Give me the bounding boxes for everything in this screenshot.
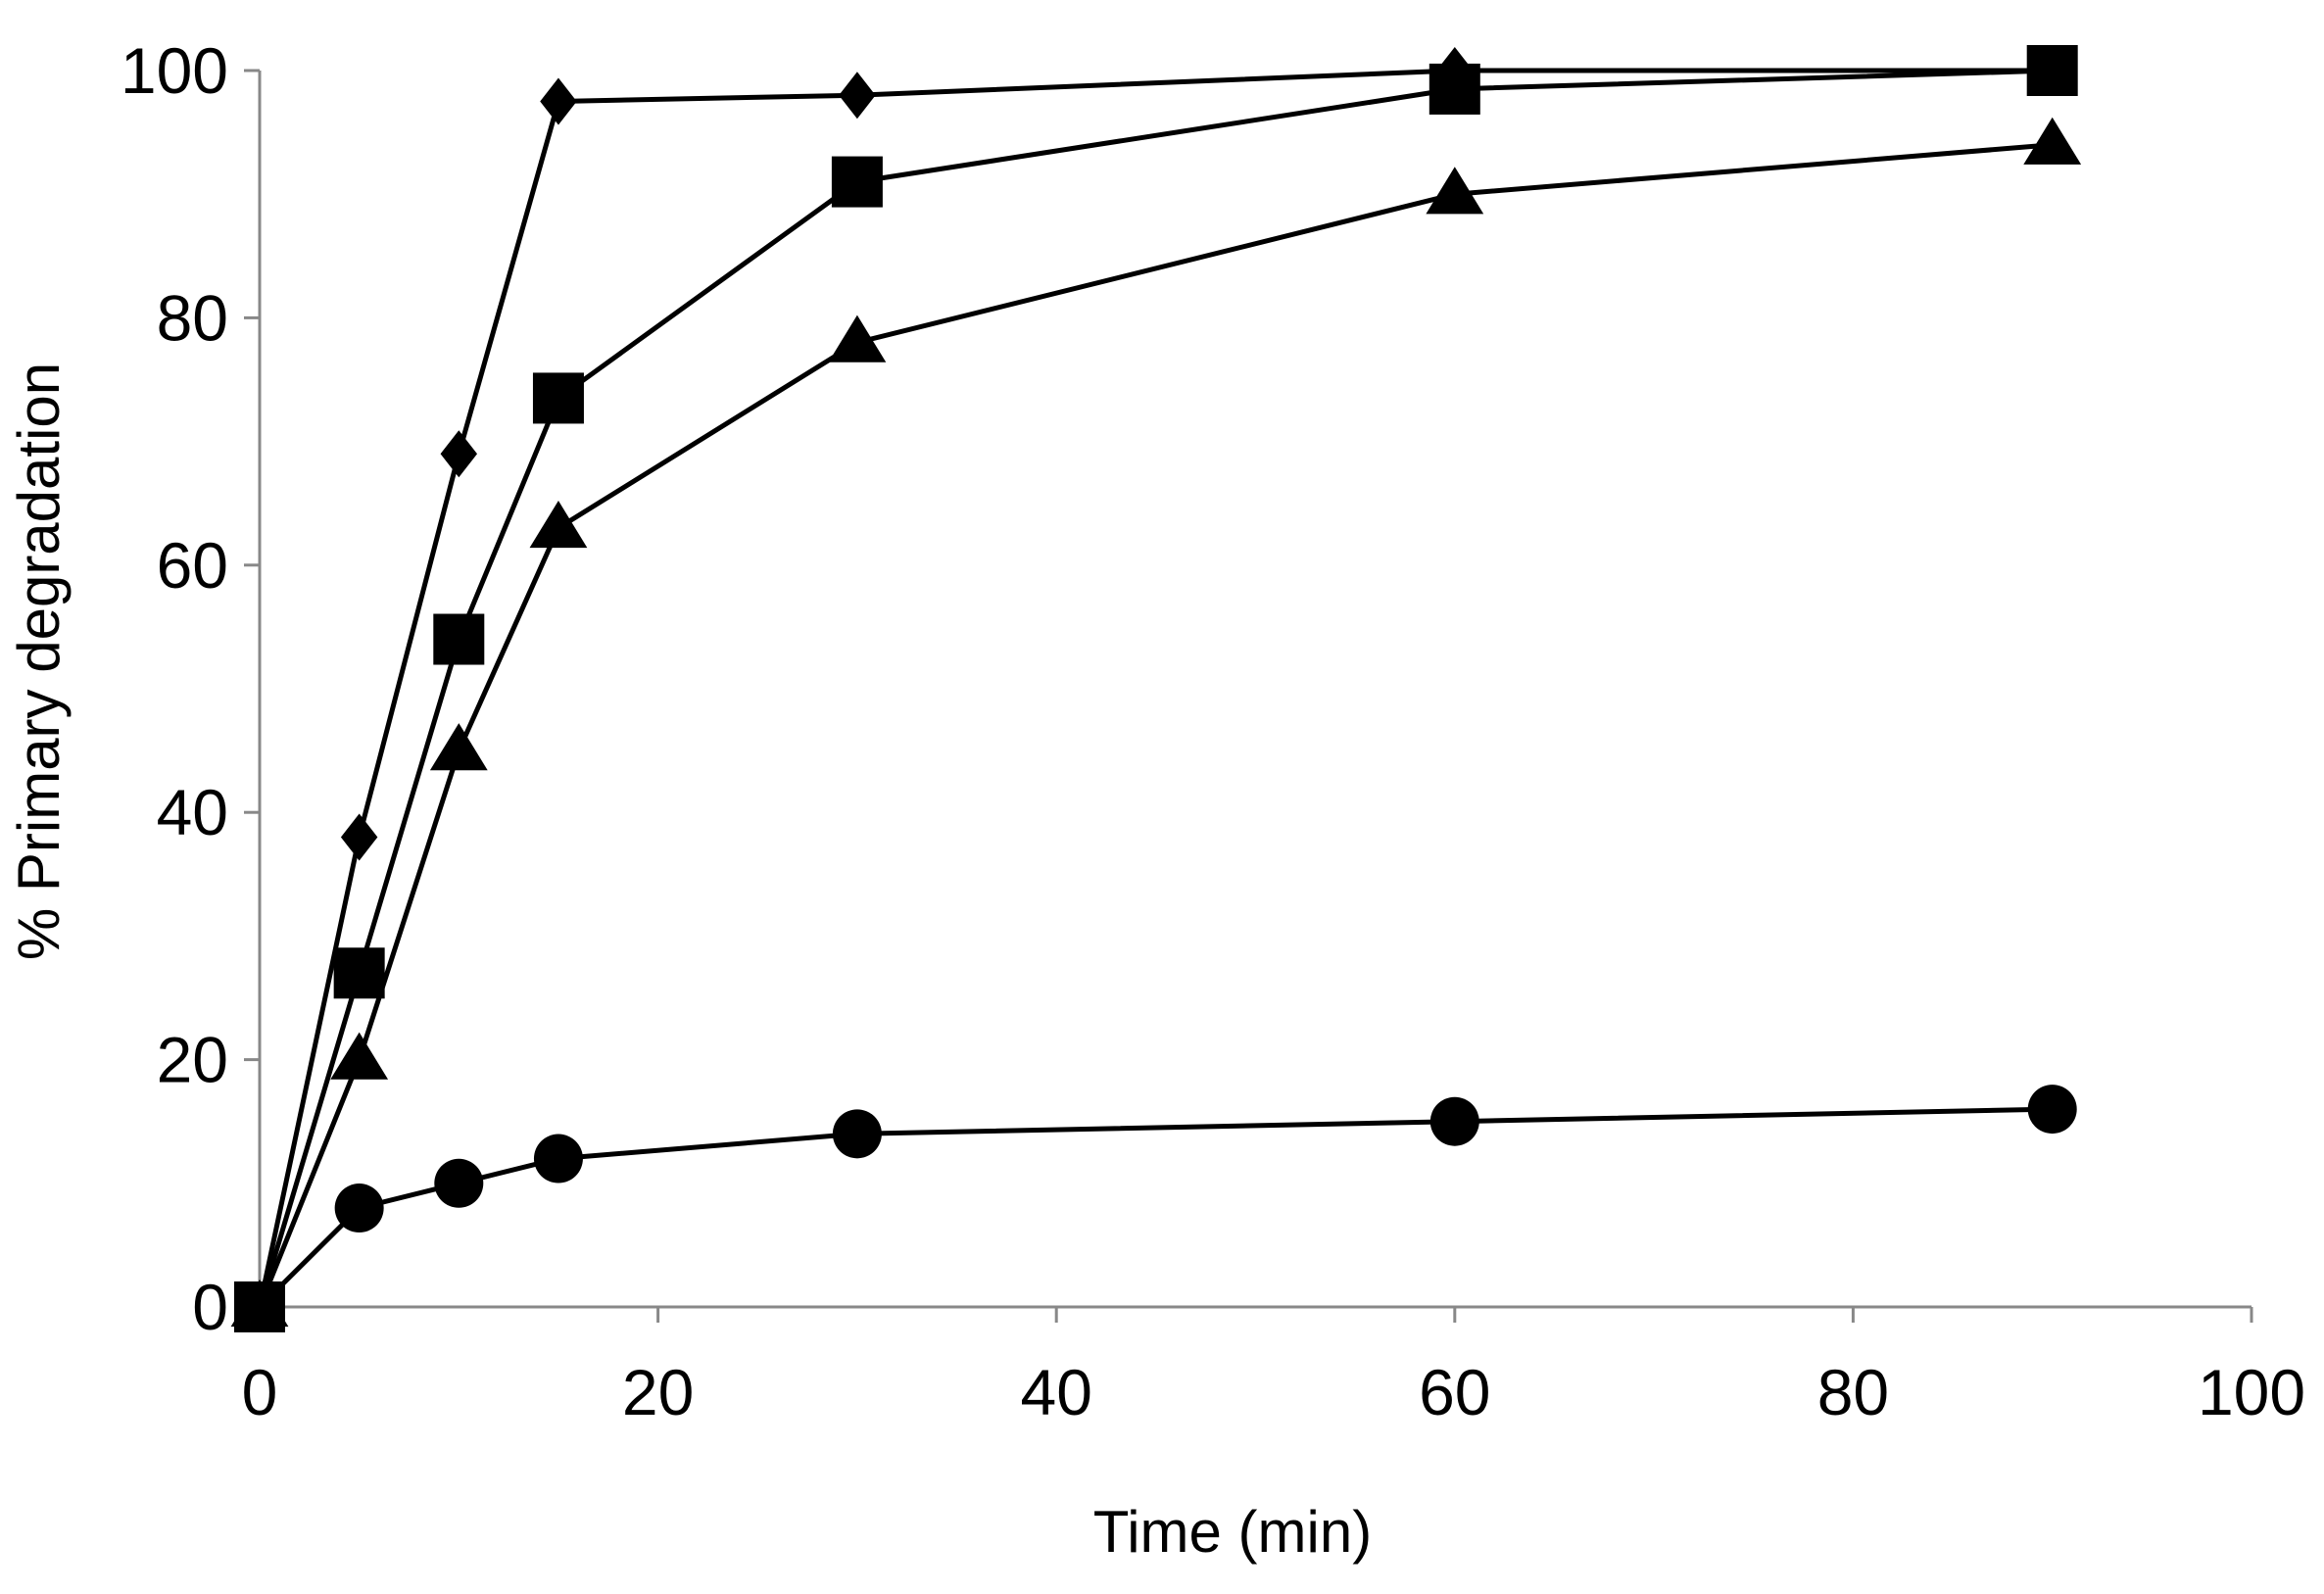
data-point-circle — [235, 1282, 284, 1331]
x-tick-label: 0 — [242, 1356, 278, 1428]
x-tick-label: 20 — [622, 1356, 694, 1428]
data-point-circle — [2027, 1085, 2077, 1135]
series-square — [234, 45, 2078, 1332]
x-tick-label: 80 — [1817, 1356, 1889, 1428]
data-point-triangle — [2023, 117, 2082, 165]
y-tick-label: 100 — [121, 34, 228, 107]
data-point-diamond — [340, 813, 378, 861]
series-line-circle — [258, 1106, 2053, 1309]
data-point-circle — [434, 1158, 484, 1208]
series-triangle — [230, 117, 2082, 1328]
data-point-circle — [334, 1183, 384, 1233]
data-point-diamond — [440, 430, 478, 478]
y-axis-title: % Primary degradation — [6, 362, 72, 960]
x-tick-label: 100 — [2198, 1356, 2305, 1428]
data-point-circle — [832, 1109, 882, 1159]
data-point-triangle — [1426, 167, 1484, 215]
data-point-square — [333, 947, 385, 999]
data-point-circle — [1429, 1096, 1479, 1146]
series-line-diamond — [257, 68, 2053, 1308]
axes: 0 20 40 60 80 100 0 20 40 60 80 100 — [121, 34, 2305, 1428]
data-point-square — [831, 156, 883, 208]
data-point-circle — [533, 1134, 583, 1183]
series-line-square — [257, 68, 2053, 1308]
x-tick-label: 60 — [1419, 1356, 1490, 1428]
data-point-triangle — [828, 314, 887, 362]
y-tick-label: 80 — [157, 281, 228, 354]
data-point-diamond — [839, 72, 876, 120]
data-point-triangle — [529, 500, 588, 549]
data-point-square — [433, 613, 485, 665]
x-axis-title: Time (min) — [1093, 1499, 1372, 1565]
series-line-triangle — [257, 142, 2053, 1308]
data-point-triangle — [429, 723, 488, 771]
data-point-triangle — [330, 1032, 389, 1080]
y-tick-label: 60 — [157, 529, 228, 602]
data-point-diamond — [540, 77, 577, 125]
series-circle — [235, 1085, 2077, 1331]
series-diamond — [241, 47, 2071, 1330]
y-tick-label: 20 — [157, 1024, 228, 1096]
data-point-square — [532, 372, 584, 424]
series-layer — [230, 45, 2082, 1332]
y-tick-label: 40 — [157, 776, 228, 848]
x-tick-label: 40 — [1020, 1356, 1091, 1428]
y-tick-label: 0 — [192, 1271, 228, 1343]
data-point-square — [2026, 45, 2078, 96]
data-point-square — [1428, 63, 1480, 115]
